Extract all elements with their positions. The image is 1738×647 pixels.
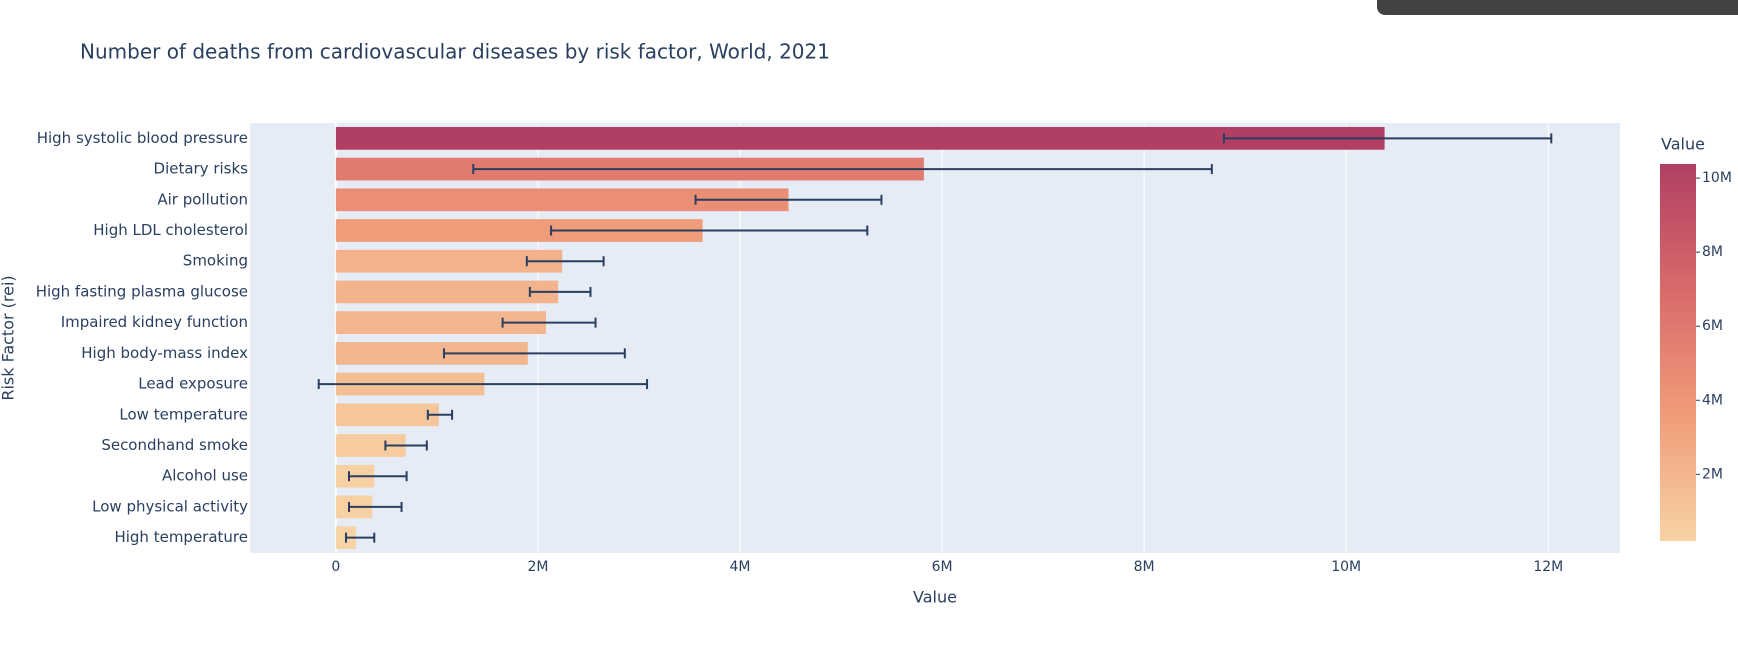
colorbar bbox=[1660, 164, 1696, 541]
y-tick-label: High LDL cholesterol bbox=[93, 221, 248, 239]
y-tick-label: Air pollution bbox=[157, 190, 248, 208]
y-tick-label: Alcohol use bbox=[162, 467, 248, 485]
y-tick-label: Dietary risks bbox=[154, 160, 249, 178]
error-bar bbox=[348, 471, 408, 482]
x-tick-label: 6M bbox=[932, 559, 953, 575]
bar bbox=[335, 341, 528, 365]
y-tick-label: Low temperature bbox=[119, 405, 248, 423]
modebar[interactable] bbox=[1377, 0, 1738, 15]
x-tick-label: 8M bbox=[1134, 559, 1155, 575]
x-tick-label: 12M bbox=[1533, 559, 1563, 575]
error-bar bbox=[550, 225, 869, 236]
y-tick-label: High temperature bbox=[114, 528, 248, 546]
y-tick-label: Secondhand smoke bbox=[101, 436, 248, 454]
colorbar-tick-label: 6M bbox=[1702, 318, 1723, 334]
bar bbox=[335, 311, 547, 335]
error-bar bbox=[317, 379, 649, 390]
y-axis-title: Risk Factor (rei) bbox=[0, 275, 18, 400]
error-bar bbox=[384, 440, 428, 451]
error-bar bbox=[344, 532, 376, 543]
colorbar-tick-label: 10M bbox=[1702, 170, 1732, 186]
bar bbox=[335, 126, 1385, 150]
error-bar bbox=[426, 409, 454, 420]
colorbar-tick-label: 8M bbox=[1702, 244, 1723, 260]
error-bar bbox=[1222, 133, 1553, 144]
error-bar bbox=[694, 194, 883, 205]
bar bbox=[335, 403, 439, 427]
y-tick-label: High systolic blood pressure bbox=[37, 129, 248, 147]
error-bar bbox=[442, 348, 626, 359]
x-tick-label: 10M bbox=[1331, 559, 1361, 575]
y-tick-label: High body-mass index bbox=[81, 344, 248, 362]
bar bbox=[335, 249, 563, 273]
colorbar-tick-label: 4M bbox=[1702, 392, 1723, 408]
chart-title: Number of deaths from cardiovascular dis… bbox=[80, 40, 830, 64]
bar bbox=[335, 280, 559, 304]
y-tick-label: Smoking bbox=[183, 252, 248, 270]
y-tick-label: Lead exposure bbox=[138, 375, 248, 393]
colorbar-tick-label: 2M bbox=[1702, 466, 1723, 482]
x-tick-label: 4M bbox=[730, 559, 751, 575]
y-tick-label: Low physical activity bbox=[92, 497, 248, 515]
bar bbox=[335, 188, 789, 212]
bar bbox=[335, 219, 703, 242]
y-tick-label: High fasting plasma glucose bbox=[36, 282, 248, 300]
plot-background bbox=[250, 123, 1620, 553]
error-bar bbox=[501, 317, 597, 328]
error-bar bbox=[348, 501, 403, 512]
error-bar bbox=[525, 256, 605, 267]
bar bbox=[335, 434, 406, 457]
error-bar bbox=[472, 164, 1213, 175]
x-tick-label: 2M bbox=[527, 559, 548, 575]
y-tick-label: Impaired kidney function bbox=[61, 313, 248, 331]
colorbar-title: Value bbox=[1661, 135, 1705, 154]
error-bar bbox=[528, 286, 592, 297]
x-tick-label: 0 bbox=[331, 559, 340, 575]
x-axis-title: Value bbox=[913, 588, 957, 607]
